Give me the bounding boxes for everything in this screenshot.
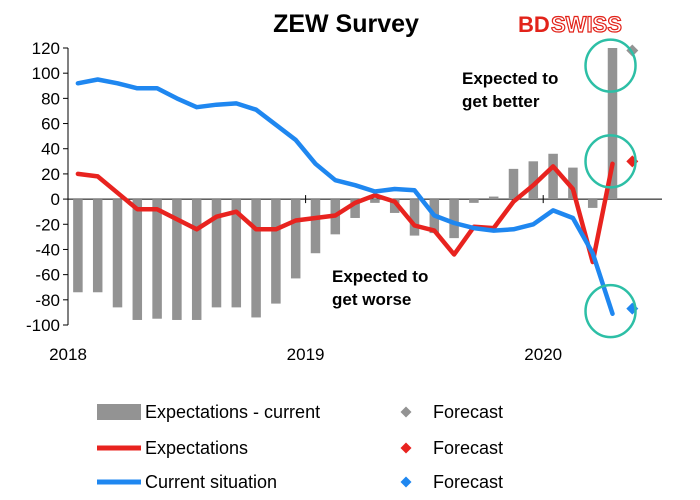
legend-item: Forecast — [400, 402, 503, 422]
bar — [370, 199, 380, 203]
bar — [449, 199, 459, 239]
legend-item: Expectations — [97, 438, 248, 458]
bar — [290, 199, 301, 279]
annotation-line: Expected to — [462, 69, 558, 88]
y-tick-label: -20 — [35, 215, 60, 234]
bar — [112, 199, 123, 308]
legend-label: Forecast — [433, 472, 503, 492]
forecast-highlight-circle — [584, 38, 637, 93]
legend-diamond-swatch — [400, 476, 412, 488]
brand-logo: BD SWISS — [518, 11, 623, 37]
bar — [469, 199, 479, 203]
legend-diamond-swatch — [400, 442, 412, 454]
forecast-highlight-circle — [584, 134, 637, 189]
bar — [528, 161, 539, 200]
logo-swiss: SWISS — [551, 12, 622, 37]
expectations-current-bars — [73, 48, 618, 320]
bar — [310, 199, 321, 254]
bar — [231, 199, 242, 308]
forecast-highlight-circle — [584, 283, 637, 339]
bar — [132, 199, 143, 320]
annotation-line: get better — [462, 92, 540, 111]
y-tick-label: 0 — [51, 190, 60, 209]
y-tick-label: 120 — [32, 39, 60, 58]
bar — [172, 199, 182, 320]
expectations-line — [75, 161, 615, 265]
legend-label: Forecast — [433, 438, 503, 458]
annotation-line: Expected to — [332, 267, 428, 286]
bar — [152, 199, 162, 319]
x-tick-label: 2018 — [49, 345, 87, 364]
bar — [389, 199, 400, 213]
y-tick-label: -80 — [35, 291, 60, 310]
series-lines — [75, 77, 615, 316]
bar — [73, 199, 83, 293]
y-tick-label: 80 — [41, 89, 60, 108]
legend-item: Forecast — [400, 438, 503, 458]
y-tick-label: -60 — [35, 266, 60, 285]
y-tick-label: 20 — [41, 165, 60, 184]
bar — [548, 153, 558, 200]
bar — [607, 48, 618, 200]
legend: Expectations - current Forecast Expectatio… — [97, 402, 503, 492]
legend-label: Expectations — [145, 438, 248, 458]
annotations: Expected to get better Expected to get wors… — [332, 69, 558, 309]
forecast-markers — [584, 38, 639, 339]
bar — [251, 199, 261, 318]
y-tick-label: 60 — [41, 115, 60, 134]
bar — [211, 199, 222, 308]
bar — [92, 199, 103, 293]
bar — [488, 196, 499, 200]
legend-label: Current situation — [145, 472, 277, 492]
bar — [350, 199, 360, 218]
legend-item: Expectations - current — [97, 402, 320, 422]
legend-label: Expectations - current — [145, 402, 320, 422]
y-tick-label: 40 — [41, 140, 60, 159]
y-axis: 120 100 80 60 40 20 0 -20 -40 -60 -80 -100 — [26, 39, 69, 335]
annotation: Expected to get better — [462, 69, 558, 111]
bar — [191, 199, 202, 320]
y-tick-label: 100 — [32, 64, 60, 83]
bar — [508, 168, 519, 200]
bar — [271, 199, 281, 304]
y-tick-label: -100 — [26, 316, 60, 335]
legend-item: Current situation — [97, 472, 277, 492]
legend-bar-swatch — [97, 404, 141, 420]
annotation: Expected to get worse — [332, 267, 428, 309]
x-tick-label: 2019 — [287, 345, 325, 364]
bar — [587, 199, 598, 208]
x-tick-label: 2020 — [524, 345, 562, 364]
legend-diamond-swatch — [400, 406, 412, 418]
y-tick-label: -40 — [35, 240, 60, 259]
chart-title: ZEW Survey — [273, 10, 419, 38]
legend-label: Forecast — [433, 402, 503, 422]
bar — [409, 199, 420, 236]
current-situation-line — [75, 77, 615, 316]
legend-item: Forecast — [400, 472, 503, 492]
bar — [568, 167, 578, 200]
logo-bd: BD — [518, 12, 550, 37]
annotation-line: get worse — [332, 290, 411, 309]
